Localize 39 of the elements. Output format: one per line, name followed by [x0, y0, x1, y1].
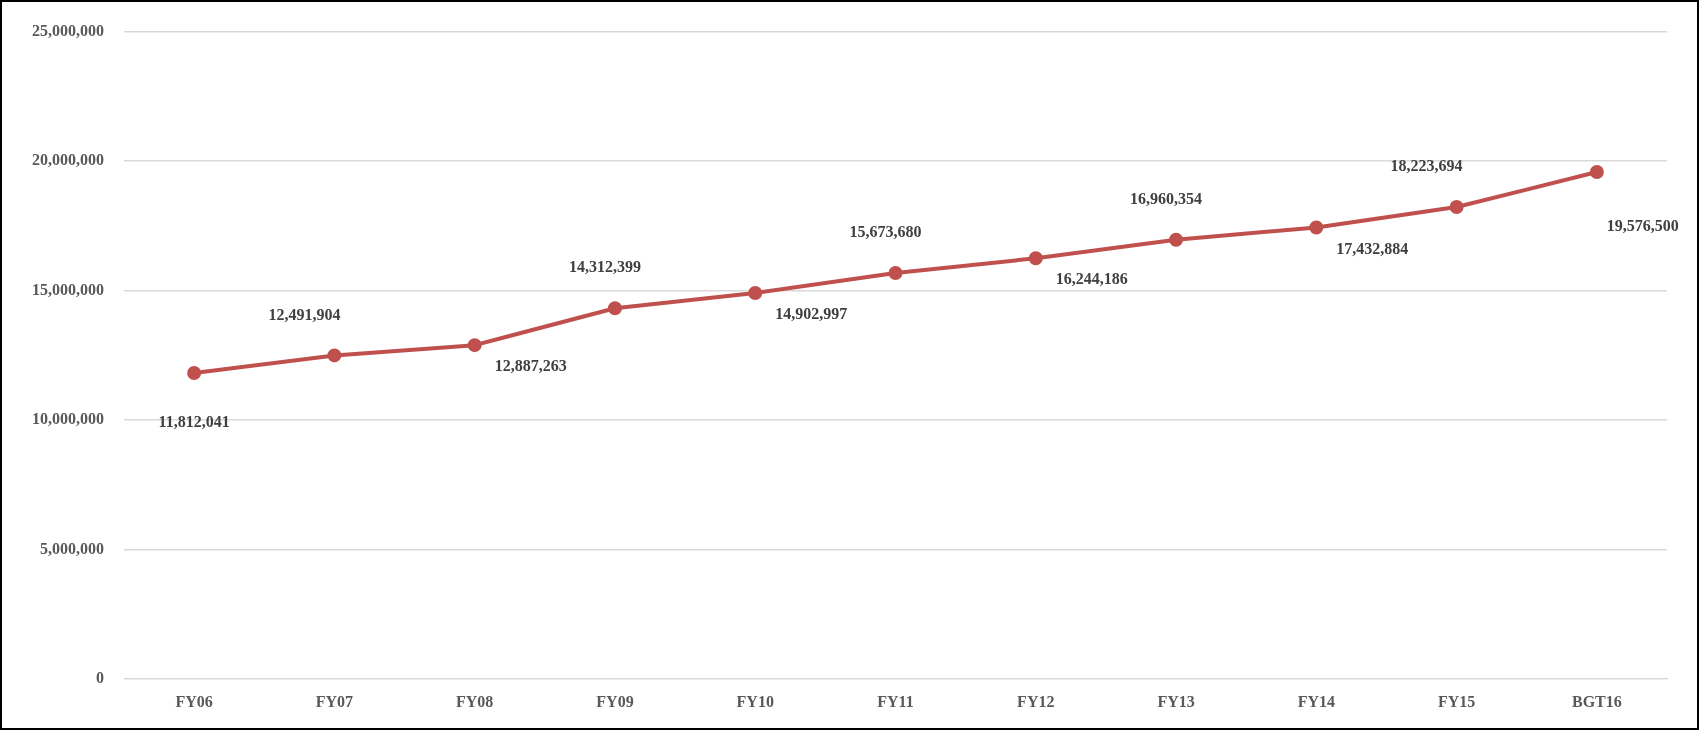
- data-label: 18,223,694: [1390, 157, 1463, 175]
- x-tick-label: FY12: [1017, 692, 1055, 710]
- y-tick-label: 0: [96, 668, 104, 686]
- y-tick-label: 25,000,000: [32, 21, 104, 39]
- x-tick-label: FY11: [877, 692, 914, 710]
- point: [467, 338, 482, 353]
- point: [1028, 251, 1043, 266]
- data-label: 14,312,399: [568, 258, 641, 276]
- point: [1589, 165, 1604, 179]
- point: [327, 348, 342, 363]
- x-tick-label: FY15: [1437, 692, 1476, 710]
- data-label: 17,432,884: [1336, 239, 1409, 257]
- data-label: 19,576,500: [1606, 217, 1679, 235]
- data-label: 11,812,041: [158, 413, 230, 431]
- data-label: 16,244,186: [1055, 270, 1128, 288]
- x-tick-label: BGT16: [1571, 692, 1622, 710]
- point: [748, 285, 763, 300]
- data-label: 12,887,263: [494, 357, 567, 375]
- x-tick-label: FY07: [315, 692, 354, 710]
- point: [1169, 232, 1184, 247]
- x-tick-label: FY13: [1157, 692, 1195, 710]
- x-tick-label: FY14: [1297, 692, 1335, 710]
- y-tick-label: 20,000,000: [32, 151, 104, 169]
- data-label: 15,673,680: [849, 223, 922, 241]
- x-tick-label: FY10: [736, 692, 774, 710]
- point: [607, 301, 622, 316]
- x-tick-label: FY08: [456, 692, 494, 710]
- y-tick-label: 5,000,000: [40, 539, 104, 557]
- y-tick-label: 15,000,000: [32, 280, 104, 298]
- y-tick-label: 10,000,000: [32, 410, 104, 428]
- data-label: 12,491,904: [268, 305, 341, 323]
- point: [1449, 200, 1464, 215]
- x-tick-label: FY06: [175, 692, 213, 710]
- x-tick-label: FY09: [596, 692, 634, 710]
- data-label: 14,902,997: [775, 305, 848, 323]
- point: [888, 266, 903, 281]
- point: [187, 366, 202, 381]
- point: [1309, 220, 1324, 235]
- data-label: 16,960,354: [1130, 189, 1203, 207]
